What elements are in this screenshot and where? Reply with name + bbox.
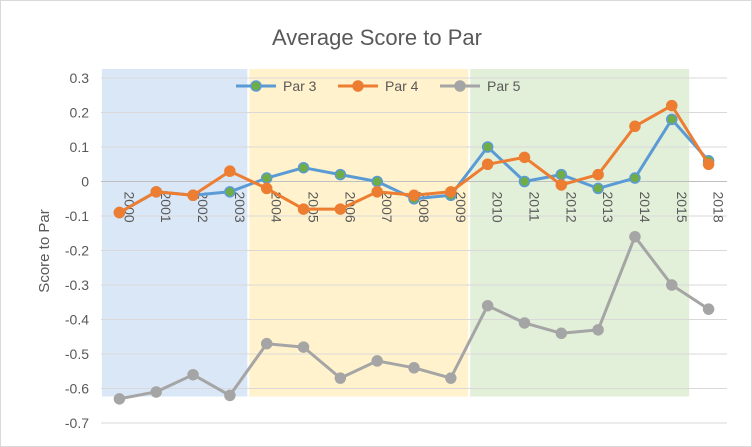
background-band-3 bbox=[470, 69, 690, 397]
legend: Par 3 Par 4 Par 5 bbox=[236, 78, 521, 94]
y-axis-title: Score to Par bbox=[36, 209, 53, 292]
x-tick-label: 2018 bbox=[711, 192, 727, 223]
chart-title: Average Score to Par bbox=[272, 25, 482, 50]
data-point bbox=[408, 362, 420, 374]
y-tick-label: 0.3 bbox=[70, 70, 90, 86]
data-point bbox=[260, 337, 273, 350]
data-point bbox=[224, 389, 236, 402]
data-point bbox=[592, 168, 604, 181]
data-point bbox=[371, 186, 383, 198]
series-3 bbox=[113, 230, 715, 405]
data-point bbox=[666, 279, 678, 291]
data-point bbox=[445, 186, 457, 198]
x-tick-label: 2013 bbox=[600, 192, 616, 223]
legend-marker bbox=[250, 80, 262, 92]
y-tick-label: -0.1 bbox=[65, 208, 89, 224]
data-point bbox=[297, 203, 310, 215]
data-point bbox=[297, 161, 310, 174]
x-tick-label: 2010 bbox=[490, 192, 506, 223]
x-tick-label: 2007 bbox=[379, 192, 395, 223]
data-point bbox=[481, 299, 494, 312]
y-tick-label: -0.6 bbox=[65, 381, 89, 397]
data-point bbox=[445, 372, 457, 384]
data-point bbox=[334, 203, 347, 215]
data-point bbox=[150, 186, 162, 198]
data-point bbox=[666, 99, 678, 112]
legend-item-2: Par 4 bbox=[338, 78, 419, 94]
data-point bbox=[666, 113, 678, 126]
data-point bbox=[702, 303, 715, 315]
data-point bbox=[260, 172, 273, 184]
legend-label: Par 5 bbox=[487, 78, 521, 94]
legend-item-3: Par 5 bbox=[440, 78, 521, 94]
data-point bbox=[113, 206, 126, 219]
gridlines bbox=[101, 77, 727, 424]
legend-marker bbox=[454, 80, 466, 92]
y-tick-label: 0.2 bbox=[70, 105, 90, 121]
y-tick-label: 0.1 bbox=[70, 139, 90, 155]
data-point bbox=[702, 158, 715, 170]
y-tick-label: 0 bbox=[81, 174, 89, 190]
data-point bbox=[518, 175, 531, 188]
background-band-2 bbox=[249, 69, 469, 397]
data-point bbox=[555, 179, 568, 191]
data-point bbox=[334, 168, 347, 181]
data-point bbox=[481, 158, 494, 170]
legend-marker bbox=[352, 80, 364, 92]
data-point bbox=[481, 141, 494, 153]
x-tick-label: 2001 bbox=[158, 192, 174, 223]
data-point bbox=[592, 182, 604, 195]
legend-item-1: Par 3 bbox=[236, 78, 317, 94]
x-tick-label: 2014 bbox=[637, 192, 653, 223]
y-tick-label: -0.5 bbox=[65, 346, 89, 362]
x-tick-label: 2002 bbox=[195, 192, 211, 223]
data-point bbox=[555, 168, 568, 181]
data-point bbox=[150, 386, 162, 398]
data-point bbox=[555, 327, 568, 340]
y-axis-ticks: 0.3 0.2 0.1 0 -0.1 -0.2 -0.3 -0.4 -0.5 -0.6 -0.7 bbox=[65, 70, 89, 431]
y-tick-label: -0.3 bbox=[65, 277, 89, 293]
data-point bbox=[371, 175, 383, 188]
x-tick-label: 2004 bbox=[269, 192, 285, 223]
series-lines bbox=[113, 99, 715, 405]
x-tick-label: 2009 bbox=[453, 192, 469, 223]
background-bands bbox=[102, 69, 690, 397]
series-2 bbox=[113, 99, 715, 219]
data-point bbox=[224, 186, 236, 198]
data-point bbox=[187, 189, 199, 202]
data-point bbox=[260, 182, 273, 195]
data-point bbox=[518, 151, 531, 164]
legend-label: Par 4 bbox=[385, 78, 419, 94]
y-tick-label: -0.7 bbox=[65, 415, 89, 431]
y-tick-label: -0.2 bbox=[65, 243, 89, 259]
legend-label: Par 3 bbox=[283, 78, 317, 94]
data-point bbox=[371, 355, 383, 367]
background-band-1 bbox=[102, 69, 248, 397]
x-tick-label: 2006 bbox=[342, 192, 358, 223]
data-point bbox=[592, 324, 604, 336]
x-tick-label: 2003 bbox=[232, 192, 248, 223]
y-tick-label: -0.4 bbox=[65, 312, 89, 328]
data-point bbox=[224, 165, 236, 177]
data-point bbox=[629, 120, 641, 133]
data-point bbox=[629, 172, 641, 184]
data-point bbox=[113, 393, 126, 405]
data-point bbox=[408, 189, 420, 202]
data-point bbox=[629, 230, 641, 243]
x-tick-label: 2005 bbox=[306, 192, 322, 223]
x-axis-ticks: 2000 2001 2002 2003 2004 2005 2006 2007 2008 2009… bbox=[121, 192, 726, 223]
data-point bbox=[518, 317, 531, 329]
x-tick-label: 2012 bbox=[563, 192, 579, 223]
data-point bbox=[297, 341, 310, 353]
x-tick-label: 2015 bbox=[674, 192, 690, 223]
data-point bbox=[334, 372, 347, 384]
data-point bbox=[187, 368, 199, 381]
x-tick-label: 2011 bbox=[526, 192, 542, 222]
